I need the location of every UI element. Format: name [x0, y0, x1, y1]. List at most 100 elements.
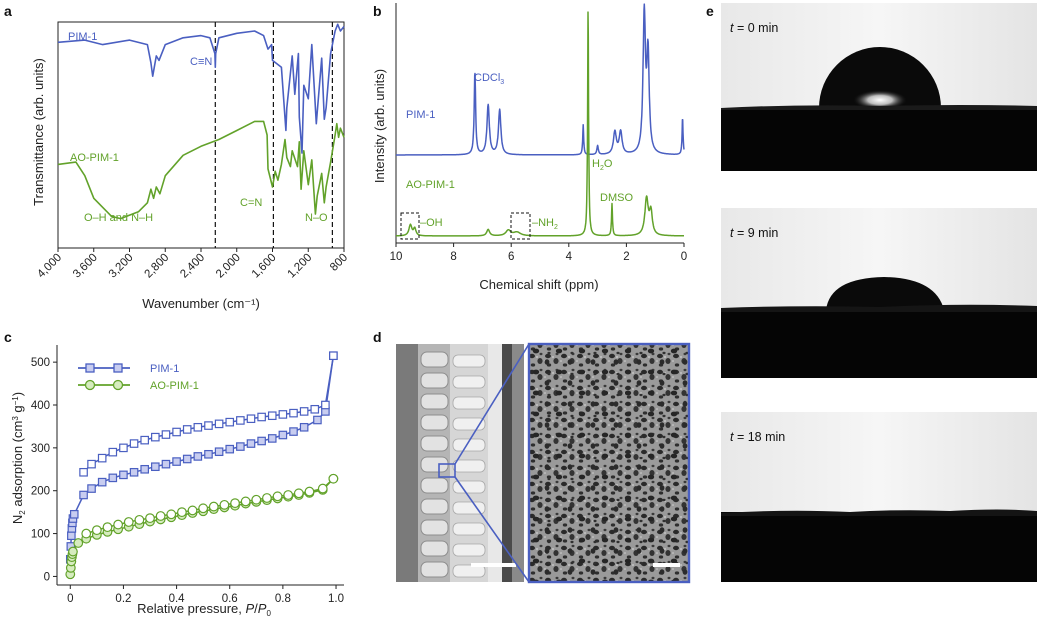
label-pim1-a: PIM-1	[68, 31, 97, 43]
data-point-aopim1	[293, 488, 304, 499]
data-point-pim1	[108, 473, 118, 483]
data-point-aopim1	[113, 519, 124, 530]
x-tick-label: 1,200	[286, 252, 315, 281]
x-tick-label: 800	[328, 252, 350, 274]
data-point-pim1	[236, 442, 245, 451]
data-point-aopim1	[328, 473, 339, 484]
data-point-pim1	[299, 407, 309, 416]
data-point-aopim1	[155, 511, 166, 521]
data-point-aopim1	[251, 494, 262, 505]
sem-macrovoid	[420, 477, 449, 494]
data-point-pim1	[182, 454, 192, 464]
label-cdcl3: CDCl3	[474, 72, 504, 86]
sem-macrovoid	[452, 438, 486, 452]
data-point-pim1	[321, 400, 330, 410]
panel-b-xlabel: Chemical shift (ppm)	[479, 277, 598, 292]
sem-macrovoid	[420, 372, 449, 389]
label-aopim1-b: AO-PIM-1	[406, 179, 455, 191]
panel-letter-a: a	[4, 3, 12, 19]
x-tick-label: 6	[508, 251, 514, 263]
data-point-aopim1	[283, 490, 294, 500]
sem-zoom-box	[438, 463, 456, 478]
series-line-ao-pim-1	[395, 11, 685, 237]
data-point-pim1	[204, 449, 213, 459]
data-point-aopim1	[73, 538, 84, 548]
data-point-pim1	[69, 509, 79, 519]
sem-macrovoid	[420, 393, 449, 410]
sem-macrovoid	[420, 519, 449, 536]
data-point-pim1	[204, 421, 213, 430]
data-point-aopim1	[81, 528, 92, 539]
label-cn-double: C=N	[240, 197, 262, 209]
data-point-aopim1	[102, 522, 113, 533]
panel-letter-d: d	[373, 329, 382, 345]
data-point-pim1	[108, 447, 118, 457]
panel-c-ylabel: N2 adsorption (cm3 g−1)	[10, 392, 27, 524]
data-point-pim1	[329, 351, 338, 361]
label-dmso: DMSO	[600, 192, 633, 204]
data-point-pim1	[278, 430, 288, 440]
droplet-image-9min: t = 9 min	[721, 208, 1037, 378]
data-point-aopim1	[134, 514, 145, 525]
data-point-pim1	[246, 414, 256, 424]
data-point-pim1	[140, 435, 149, 445]
panel-a-xlabel: Wavenumber (cm⁻¹)	[142, 296, 260, 311]
sem-macrovoid	[420, 498, 449, 515]
sem-macrovoid	[452, 396, 486, 410]
data-point-pim1	[182, 425, 192, 434]
data-point-pim1	[97, 477, 107, 487]
time-label-9: t = 9 min	[730, 226, 778, 240]
label-oh: –OH	[420, 217, 443, 229]
x-tick-label: 1,600	[250, 252, 279, 281]
panel-b-nmr: b 10 8 6 4 2 0 Chemical shift (ppm) Intensity…	[372, 3, 687, 292]
data-point-pim1	[236, 416, 245, 425]
zoom-line-bottom	[454, 476, 530, 583]
x-tick-label: 2,400	[178, 252, 207, 281]
data-point-pim1	[267, 434, 277, 443]
data-point-aopim1	[208, 501, 219, 512]
data-point-pim1	[97, 453, 107, 463]
data-point-aopim1	[187, 505, 198, 516]
label-no: N–O	[305, 212, 328, 224]
data-point-pim1	[193, 452, 203, 461]
data-point-pim1	[193, 422, 203, 432]
panel-letter-c: c	[4, 329, 12, 345]
sem-macrovoid	[452, 459, 486, 473]
sem-macrovoid	[452, 375, 486, 389]
x-tick-label: 2,800	[143, 252, 172, 281]
data-point-pim1	[225, 444, 235, 454]
time-label-0: t = 0 min	[730, 21, 778, 35]
data-point-aopim1	[166, 509, 177, 520]
zoom-line-top	[454, 343, 530, 465]
droplet-image-18min: t = 18 min	[721, 412, 1037, 582]
x-tick-label: 0.4	[169, 593, 186, 605]
x-tick-label: 0.8	[275, 593, 291, 605]
x-tick-label: 0	[681, 251, 687, 263]
data-point-aopim1	[145, 513, 155, 524]
x-tick-label: 8	[450, 251, 456, 263]
data-point-pim1	[257, 436, 266, 446]
label-cn-triple: C≡N	[190, 56, 212, 68]
sem-macrovoid	[420, 561, 449, 578]
sem-macrovoid	[420, 540, 449, 557]
panel-e-contact-angle: e t = 0 min t = 9 min t = 18 min	[706, 3, 1037, 582]
data-point-pim1	[289, 427, 298, 436]
label-nh2: –NH2	[532, 217, 558, 231]
y-tick-label: 200	[31, 486, 50, 498]
legend-marker-aopim1	[84, 379, 96, 391]
sem-macrovoid	[452, 564, 486, 578]
sem-cross-section-image	[396, 344, 524, 582]
x-tick-label: 3,200	[107, 252, 136, 281]
box-oh	[400, 212, 420, 240]
data-point-aopim1	[123, 517, 134, 527]
panel-c-xlabel: Relative pressure, P/P0	[137, 601, 271, 618]
data-point-pim1	[161, 459, 171, 469]
legend-marker-pim1	[85, 363, 95, 373]
data-point-pim1	[67, 531, 76, 541]
droplet-image-0min: t = 0 min	[721, 3, 1037, 171]
sem-macrovoid	[420, 414, 449, 431]
data-point-pim1	[140, 464, 149, 474]
data-point-pim1	[119, 443, 128, 453]
legend-marker-aopim1	[112, 379, 124, 391]
data-point-pim1	[313, 415, 322, 425]
